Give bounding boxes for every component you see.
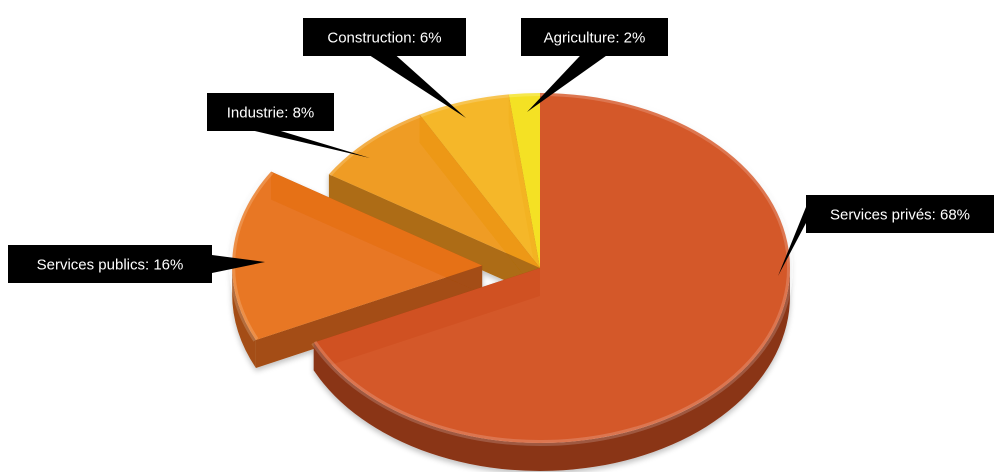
data-label-industrie: Industrie: 8% xyxy=(227,105,315,122)
callout-industrie: Industrie: 8% xyxy=(207,93,370,158)
callout-pointer xyxy=(527,56,606,112)
slice-side-services-publics xyxy=(232,265,256,368)
callout-services-publics: Services publics: 16% xyxy=(8,245,265,283)
callout-box xyxy=(8,245,212,283)
callout-pointer xyxy=(254,131,370,158)
data-label-agriculture: Agriculture: 2% xyxy=(544,30,646,47)
slice-top-construction xyxy=(419,94,540,268)
callout-agriculture: Agriculture: 2% xyxy=(521,18,668,112)
slice-wall-industrie xyxy=(328,174,540,296)
slice-industrie xyxy=(326,111,540,296)
data-label-services-publics: Services publics: 16% xyxy=(37,257,184,274)
slice-top-services-publics xyxy=(232,171,483,340)
callout-services-prives: Services privés: 68% xyxy=(778,195,994,276)
data-label-services-prives: Services privés: 68% xyxy=(830,207,970,224)
slice-services-publics xyxy=(229,169,483,368)
callout-pointer xyxy=(370,56,466,118)
callout-box xyxy=(207,93,334,131)
callout-pointer xyxy=(212,255,265,273)
slice-highlight-services-prives xyxy=(311,90,793,446)
slice-wall-services-publics xyxy=(255,265,483,368)
slice-top-agriculture xyxy=(508,93,540,268)
slice-top-industrie xyxy=(328,114,540,268)
callout-pointer xyxy=(778,207,806,276)
slice-highlight-industrie xyxy=(326,111,421,177)
data-label-construction: Construction: 6% xyxy=(327,30,441,47)
slice-highlight-services-publics xyxy=(229,169,274,342)
callout-construction: Construction: 6% xyxy=(303,18,466,118)
callout-box xyxy=(521,18,668,56)
callout-box xyxy=(303,18,466,56)
slice-highlight-agriculture xyxy=(508,90,541,98)
slice-top-services-prives xyxy=(313,93,791,443)
slice-highlight-construction xyxy=(418,91,509,118)
slice-services-prives xyxy=(311,90,793,471)
callout-box xyxy=(806,195,994,233)
